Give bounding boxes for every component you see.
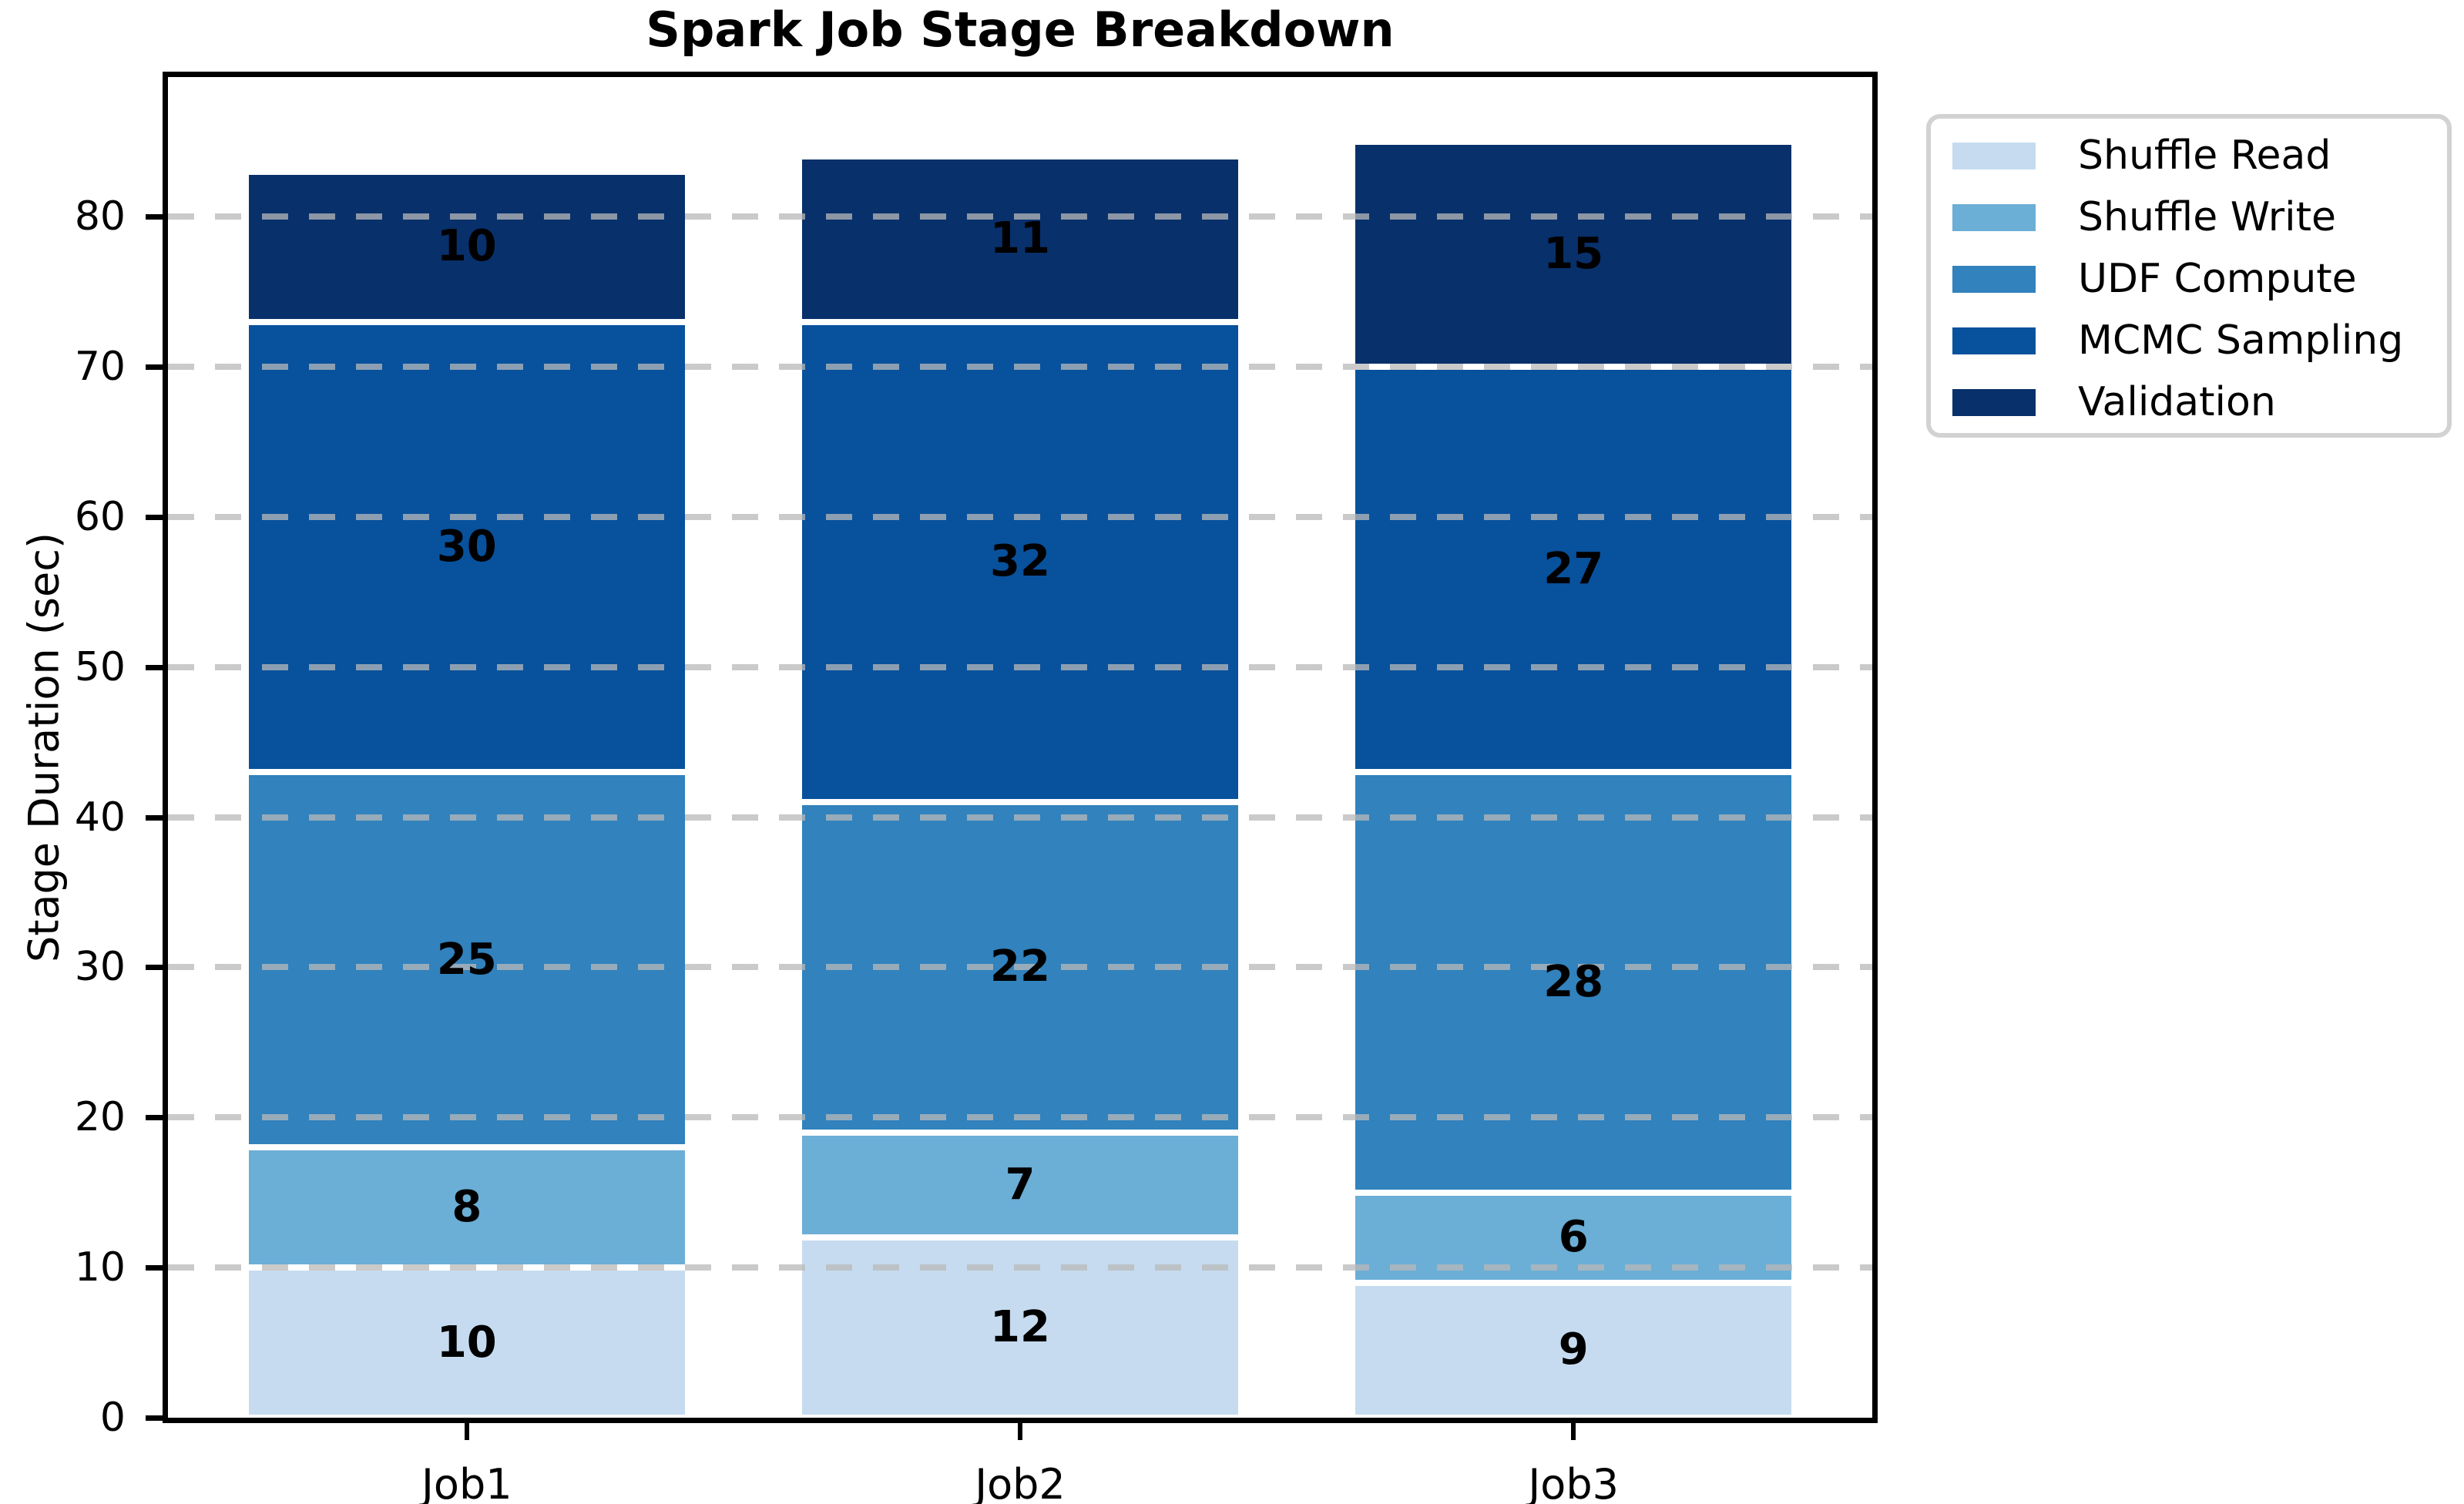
bar-value-label: 11 bbox=[990, 213, 1050, 264]
y-tick-label: 50 bbox=[74, 643, 126, 690]
bar-value-label: 8 bbox=[452, 1182, 482, 1233]
y-tick-mark bbox=[146, 364, 163, 371]
plot-area: 10 8 25 30 10 12 7 22 32 11 9 6 28 27 15 0 10 20 30 40 50 60 7… bbox=[75, 72, 1878, 1504]
y-tick-mark bbox=[146, 514, 163, 520]
x-tick-label-job2: Job2 bbox=[975, 1460, 1066, 1504]
y-tick-mark bbox=[146, 664, 163, 670]
gridline-y-30 bbox=[168, 964, 1872, 971]
bar-segment-job2-validation bbox=[798, 156, 1242, 322]
legend-box: Shuffle Read Shuffle Write UDF Compute MCMC… bbox=[1926, 114, 2452, 438]
bar-value-label: 7 bbox=[1005, 1159, 1036, 1210]
gridline-y-10 bbox=[168, 1264, 1872, 1271]
legend-label: MCMC Sampling bbox=[2078, 317, 2404, 364]
bar-value-label: 30 bbox=[436, 521, 497, 572]
bar-value-label: 15 bbox=[1543, 228, 1604, 279]
bar-segment-job3-validation bbox=[1351, 141, 1795, 368]
legend-label: Validation bbox=[2078, 379, 2276, 425]
bar-segment-job1-udf-compute bbox=[245, 772, 689, 1148]
bar-segment-job2-mcmc-sampling bbox=[798, 321, 1242, 803]
x-tick-mark bbox=[1018, 1423, 1022, 1440]
bar-segment-job3-mcmc-sampling bbox=[1351, 367, 1795, 773]
x-tick-mark bbox=[464, 1423, 469, 1440]
y-tick-label: 10 bbox=[74, 1244, 126, 1291]
y-tick-label: 70 bbox=[74, 344, 126, 391]
bar-segment-job1-mcmc-sampling bbox=[245, 321, 689, 773]
y-tick-mark bbox=[146, 1415, 163, 1421]
y-tick-label: 30 bbox=[74, 944, 126, 991]
legend-item-validation: Validation bbox=[1931, 371, 2447, 433]
y-axis-title: Stage Duration (sec) bbox=[19, 532, 69, 963]
legend-item-shuffle-read: Shuffle Read bbox=[1931, 125, 2447, 186]
legend-swatch bbox=[1952, 327, 2036, 354]
bar-value-label: 28 bbox=[1543, 956, 1604, 1007]
legend-item-mcmc-sampling: MCMC Sampling bbox=[1931, 310, 2447, 371]
chart-title: Spark Job Stage Breakdown bbox=[646, 2, 1395, 58]
gridline-y-60 bbox=[168, 513, 1872, 520]
bar-value-label: 10 bbox=[436, 221, 497, 272]
bar-value-label: 9 bbox=[1558, 1324, 1589, 1375]
gridline-y-20 bbox=[168, 1114, 1872, 1121]
gridline-y-70 bbox=[168, 364, 1872, 371]
x-tick-mark bbox=[1571, 1423, 1576, 1440]
y-tick-label: 20 bbox=[74, 1094, 126, 1141]
x-tick-label-job3: Job3 bbox=[1528, 1460, 1619, 1504]
bar-value-label: 6 bbox=[1558, 1212, 1589, 1263]
axis-spine-top bbox=[163, 72, 1878, 77]
bar-segment-job3-shuffle-read bbox=[1351, 1282, 1795, 1418]
y-tick-mark bbox=[146, 214, 163, 220]
legend-item-udf-compute: UDF Compute bbox=[1931, 248, 2447, 310]
axis-spine-right bbox=[1872, 72, 1878, 1423]
y-tick-mark bbox=[146, 965, 163, 971]
legend-swatch bbox=[1952, 265, 2036, 293]
bar-segment-job3-udf-compute bbox=[1351, 772, 1795, 1193]
bar-value-label: 12 bbox=[990, 1302, 1050, 1353]
gridline-y-40 bbox=[168, 814, 1872, 821]
legend-item-shuffle-write: Shuffle Write bbox=[1931, 186, 2447, 248]
legend-label: Shuffle Write bbox=[2078, 194, 2337, 240]
axis-spine-bottom bbox=[163, 1418, 1878, 1423]
bar-value-label: 22 bbox=[990, 942, 1050, 992]
axis-spine-left bbox=[163, 72, 168, 1423]
legend-swatch bbox=[1952, 203, 2036, 231]
bar-value-label: 27 bbox=[1543, 544, 1604, 595]
y-tick-label: 0 bbox=[99, 1395, 126, 1441]
bar-segment-job1-validation bbox=[245, 171, 689, 322]
y-tick-mark bbox=[146, 1115, 163, 1121]
x-tick-label-job1: Job1 bbox=[421, 1460, 512, 1504]
y-tick-label: 80 bbox=[74, 193, 126, 240]
bar-segment-job1-shuffle-write bbox=[245, 1147, 689, 1268]
gridline-y-50 bbox=[168, 663, 1872, 670]
legend-label: UDF Compute bbox=[2078, 256, 2357, 302]
bar-segment-job2-shuffle-write bbox=[798, 1132, 1242, 1238]
bar-value-label: 10 bbox=[436, 1317, 497, 1368]
y-tick-label: 60 bbox=[74, 493, 126, 540]
y-tick-mark bbox=[146, 814, 163, 821]
legend-label: Shuffle Read bbox=[2078, 133, 2331, 179]
gridline-y-80 bbox=[168, 213, 1872, 220]
y-tick-mark bbox=[146, 1265, 163, 1271]
bar-value-label: 25 bbox=[436, 934, 497, 985]
bar-value-label: 32 bbox=[990, 536, 1050, 587]
y-tick-label: 40 bbox=[74, 794, 126, 841]
legend-swatch bbox=[1952, 142, 2036, 170]
legend-swatch bbox=[1952, 388, 2036, 416]
